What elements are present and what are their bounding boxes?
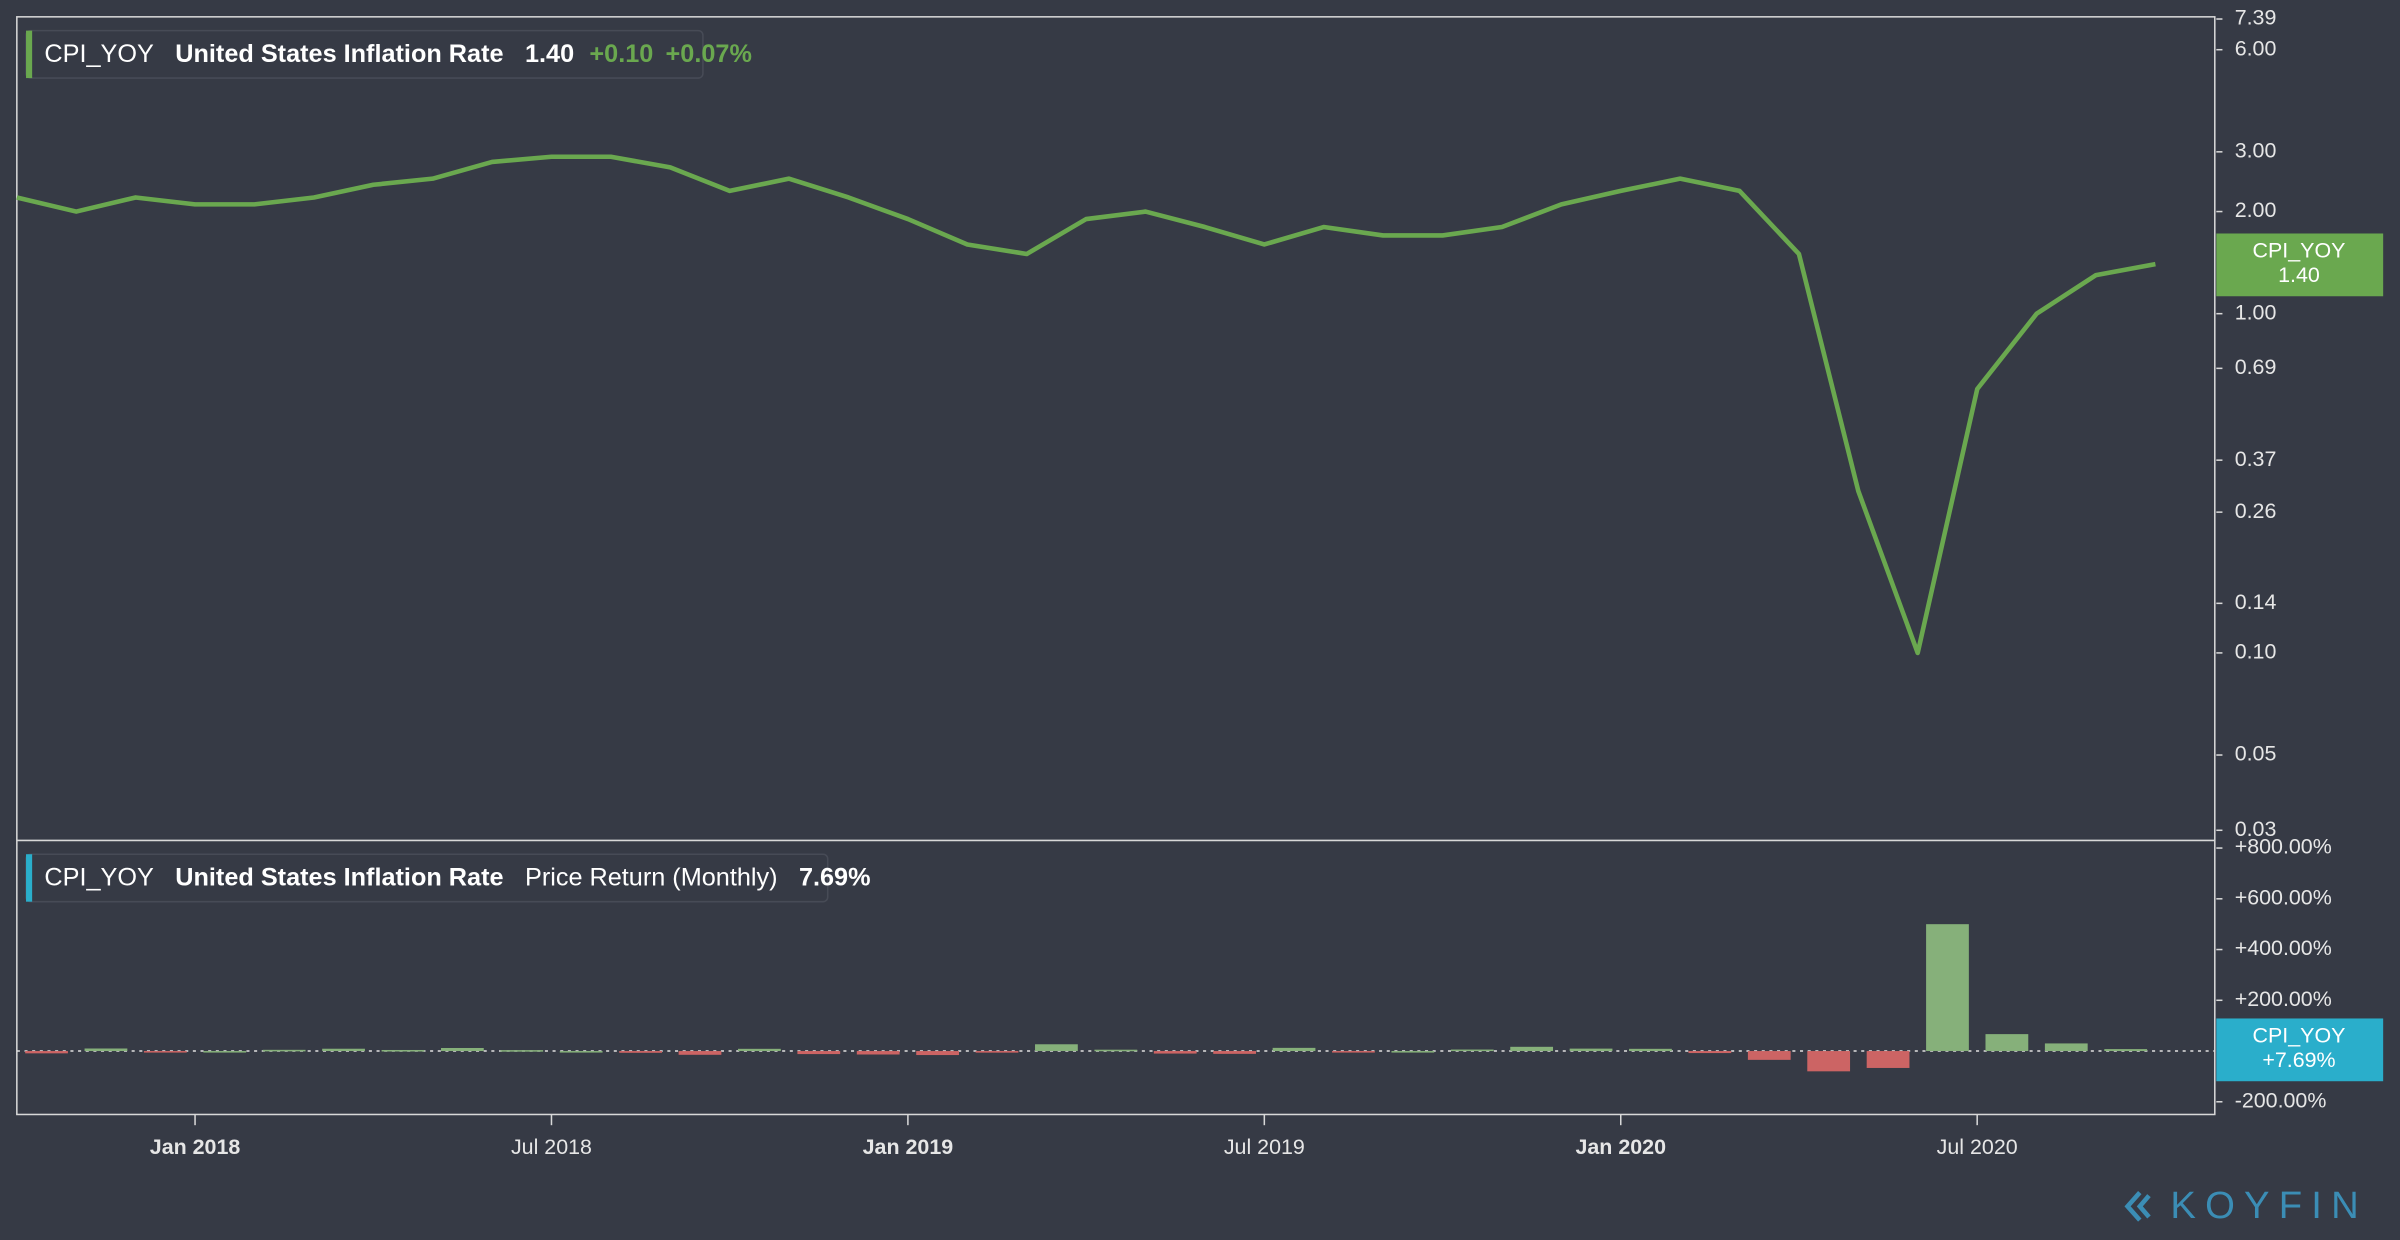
bar bbox=[1153, 1051, 1197, 1054]
bar bbox=[1688, 1051, 1732, 1054]
legend-last: 1.40 bbox=[525, 40, 574, 68]
y-tick-label: 0.37 bbox=[2235, 447, 2277, 471]
price-tag-label: CPI_YOY bbox=[2253, 1023, 2346, 1047]
bar bbox=[440, 1047, 484, 1052]
bar bbox=[1213, 1051, 1257, 1054]
y-tick-label: 0.03 bbox=[2235, 817, 2277, 841]
bar bbox=[381, 1049, 425, 1052]
bar bbox=[738, 1048, 781, 1052]
bar bbox=[500, 1050, 544, 1052]
legend-last: 7.69% bbox=[799, 863, 871, 891]
legend-metric: Price Return (Monthly) bbox=[525, 863, 778, 891]
legend-name: United States Inflation Rate bbox=[175, 863, 503, 891]
y-tick-label: 3.00 bbox=[2235, 138, 2277, 162]
legend: CPI_YOY United States Inflation Rate Price… bbox=[25, 853, 871, 903]
bar bbox=[1926, 924, 1969, 1052]
bar bbox=[1866, 1051, 1910, 1068]
price-tag bbox=[2216, 1018, 2384, 1082]
price-tag bbox=[2216, 233, 2384, 297]
x-tick-label: Jul 2018 bbox=[511, 1135, 592, 1159]
x-tick-label: Jan 2020 bbox=[1575, 1135, 1666, 1159]
legend-change_pct: +0.07% bbox=[666, 40, 752, 68]
brand: KOYFIN bbox=[2124, 1184, 2367, 1227]
bar bbox=[1094, 1049, 1138, 1052]
plot-frame bbox=[16, 16, 2216, 1116]
price-tag-label: CPI_YOY bbox=[2253, 239, 2346, 263]
bar bbox=[2044, 1043, 2088, 1052]
bar bbox=[1035, 1044, 1078, 1052]
bar bbox=[559, 1051, 603, 1053]
y-tick-label: 0.10 bbox=[2235, 640, 2277, 664]
bar bbox=[1272, 1047, 1316, 1052]
legend: CPI_YOY United States Inflation Rate 1.40 +… bbox=[25, 29, 752, 79]
bar bbox=[1985, 1034, 2029, 1052]
y-tick-label: 0.14 bbox=[2235, 590, 2277, 614]
x-tick-label: Jan 2019 bbox=[863, 1135, 954, 1159]
bar bbox=[1629, 1048, 1672, 1052]
brand-name: KOYFIN bbox=[2170, 1184, 2367, 1227]
x-tick-label: Jul 2019 bbox=[1224, 1135, 1305, 1159]
legend-text: CPI_YOY United States Inflation Rate Price… bbox=[44, 863, 870, 891]
y-tick-label: 7.39 bbox=[2235, 6, 2277, 30]
legend-accent bbox=[26, 30, 33, 79]
y-tick-label: 0.69 bbox=[2235, 355, 2277, 379]
y-tick-label: +400.00% bbox=[2235, 936, 2332, 960]
x-tick-label: Jan 2018 bbox=[150, 1135, 241, 1159]
bar bbox=[1807, 1051, 1851, 1072]
bar bbox=[619, 1051, 662, 1053]
y-tick-label: -200.00% bbox=[2235, 1088, 2327, 1112]
bar bbox=[262, 1049, 306, 1052]
y-tick-label: +200.00% bbox=[2235, 987, 2332, 1011]
bar bbox=[1391, 1051, 1435, 1053]
bar bbox=[203, 1051, 247, 1053]
legend-accent bbox=[26, 854, 33, 902]
bar bbox=[1510, 1046, 1554, 1052]
bar bbox=[1332, 1051, 1375, 1053]
bar bbox=[916, 1051, 959, 1056]
legend-name: United States Inflation Rate bbox=[175, 40, 503, 68]
y-tick-label: 1.00 bbox=[2235, 300, 2277, 324]
legend-ticker: CPI_YOY bbox=[44, 863, 154, 891]
y-tick-label: 6.00 bbox=[2235, 36, 2277, 60]
bar bbox=[975, 1051, 1019, 1053]
x-tick-label: Jul 2020 bbox=[1937, 1135, 2018, 1159]
bar bbox=[856, 1051, 900, 1055]
legend-change: +0.10 bbox=[589, 40, 653, 68]
bar bbox=[797, 1051, 841, 1055]
y-tick-label: 2.00 bbox=[2235, 198, 2277, 222]
y-tick-label: 0.05 bbox=[2235, 742, 2277, 766]
bar bbox=[1747, 1051, 1791, 1060]
bar bbox=[1450, 1049, 1494, 1052]
y-tick-label: 0.26 bbox=[2235, 499, 2277, 523]
price-tag-value: 1.40 bbox=[2278, 263, 2320, 287]
brand-icon bbox=[2124, 1191, 2151, 1222]
bar bbox=[143, 1051, 187, 1053]
bar bbox=[84, 1048, 128, 1052]
legend-ticker: CPI_YOY bbox=[44, 40, 154, 68]
bar bbox=[322, 1048, 365, 1052]
bar bbox=[2104, 1049, 2148, 1052]
legend-text: CPI_YOY United States Inflation Rate 1.40 +… bbox=[44, 40, 752, 68]
price-tag-value: +7.69% bbox=[2262, 1048, 2335, 1072]
bar bbox=[25, 1051, 68, 1054]
y-tick-label: +800.00% bbox=[2235, 835, 2332, 859]
bar bbox=[1569, 1048, 1613, 1052]
y-tick-label: +600.00% bbox=[2235, 885, 2332, 909]
line-series bbox=[16, 154, 2156, 656]
bar bbox=[678, 1051, 722, 1055]
